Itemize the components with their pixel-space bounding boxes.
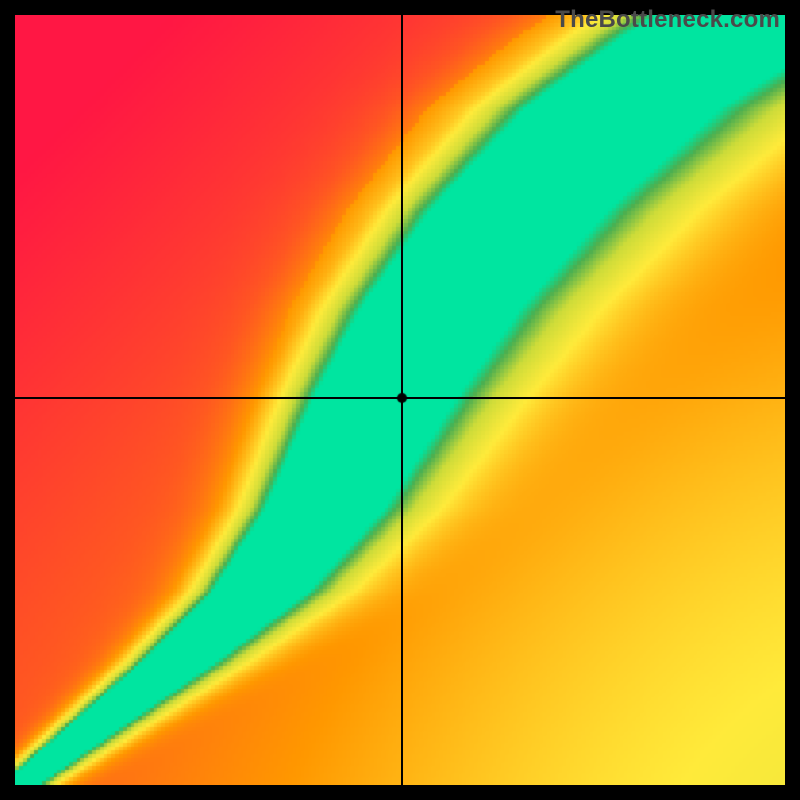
watermark-text: TheBottleneck.com [555, 6, 780, 34]
heatmap-plot-area [15, 15, 785, 785]
crosshair-marker-canvas [15, 15, 785, 785]
chart-outer-frame: TheBottleneck.com [0, 0, 800, 800]
